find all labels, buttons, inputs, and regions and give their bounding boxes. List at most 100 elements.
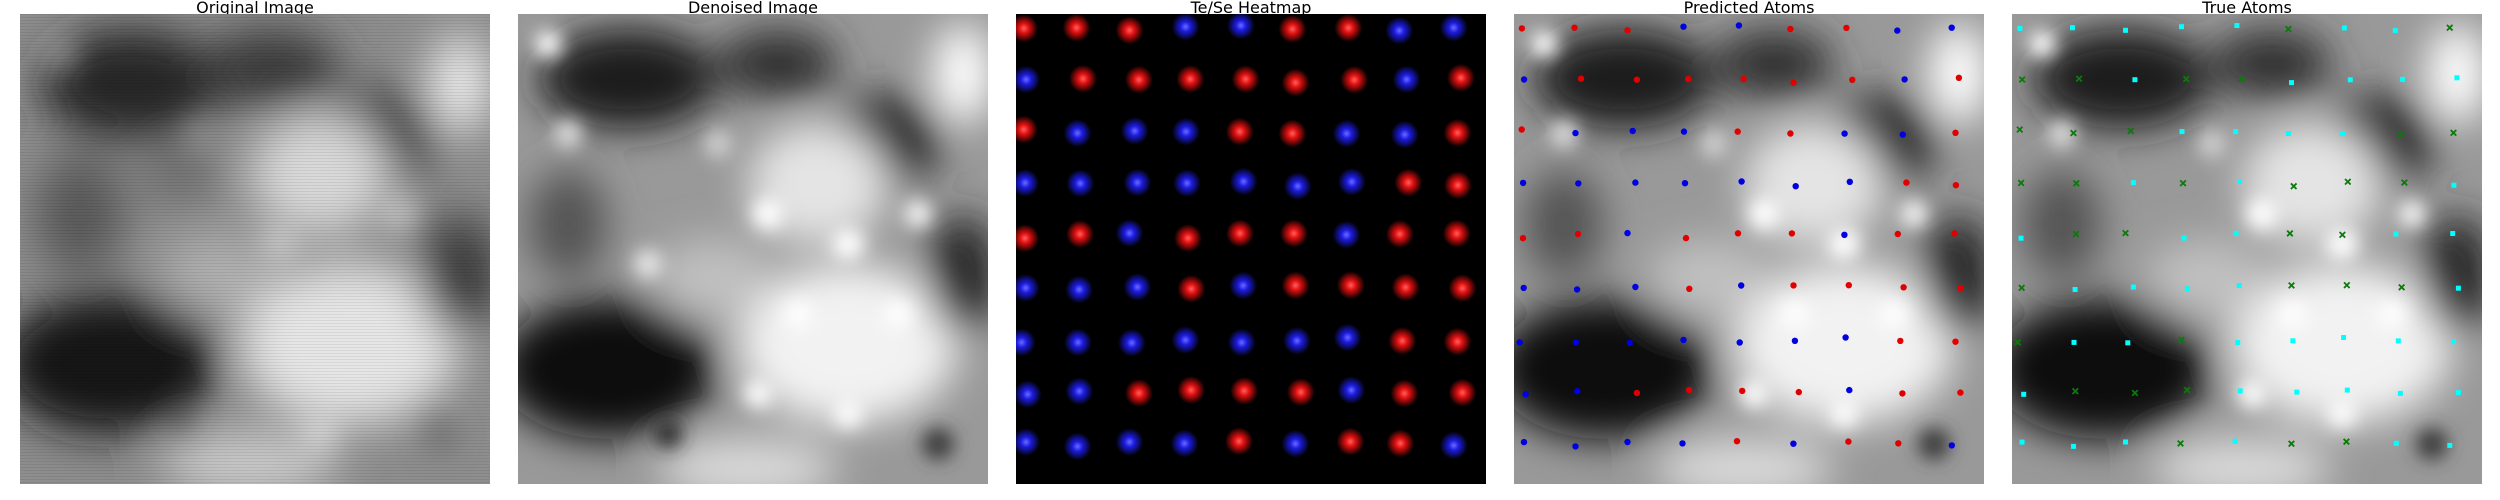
true-atom-cross [2398,283,2406,291]
predicted-se-atom [1846,386,1853,394]
se-heat-spot [1333,323,1362,352]
te-heat-spot [1391,273,1420,302]
predicted-te-atom [1952,182,1960,189]
true-atom-square [2341,335,2347,340]
predicted-te-atom [1845,282,1852,289]
predicted-te-atom [1790,79,1797,86]
te-heat-spot [1443,118,1472,147]
true-atom-cross [2178,336,2185,344]
te-heat-spot [1230,376,1259,405]
te-heat-spot [1231,65,1260,94]
predicted-se-atom [1681,180,1689,187]
true-atom-cross [2072,179,2080,187]
true-atom-square [2130,284,2136,290]
predicted-se-atom [1841,130,1848,137]
predicted-se-atom [1572,443,1579,450]
predicted-se-atom [1522,391,1529,398]
heatmap-image [1016,14,1486,484]
true-atom-square [2123,439,2128,445]
true-atom-cross [2075,75,2083,83]
true-atom-cross [2177,439,2184,447]
true-atom-cross [2397,131,2405,138]
predicted-se-atom [1624,438,1631,446]
predicted-se-atom [1632,283,1639,291]
te-heat-spot [1279,219,1308,248]
true-atom-square [2237,179,2243,184]
se-heat-spot [1390,120,1419,149]
predicted-te-atom [1685,75,1692,83]
panel-title-original: Original Image [196,0,314,17]
predicted-se-atom [1574,388,1581,395]
true-atom-cross [2400,179,2408,187]
true-atom-square [2017,25,2023,31]
true-atom-cross [2238,75,2246,83]
true-atom-square [2021,391,2027,397]
predicted-se-atom [1519,179,1527,187]
predicted-te-atom [1787,130,1794,137]
predicted-te-atom [1633,389,1641,397]
true-atom-square [2393,231,2399,237]
true-atom-cross [2343,281,2351,289]
true-atom-square [2294,389,2300,395]
predicted-te-atom [1739,387,1746,395]
true-atom-cross [2182,75,2190,83]
true-atom-cross [2018,76,2026,83]
se-heat-spot [1281,429,1310,458]
te-heat-spot [1177,274,1206,303]
se-heat-spot [1063,432,1092,461]
true-atom-square [2018,235,2024,241]
predicted-se-atom [1520,438,1528,446]
predicted-se-atom [1680,336,1687,344]
predicted-se-atom [1899,131,1906,138]
se-heat-spot [1016,273,1040,302]
true-atom-square [2450,231,2456,236]
true-atom-cross [2450,129,2457,137]
se-heat-spot [1123,273,1152,301]
te-heat-spot [1226,219,1254,248]
se-heat-spot [1227,328,1256,357]
se-heat-spot [1229,271,1258,300]
true-atom-square [2233,129,2239,135]
true-atom-square [2400,76,2406,82]
true-atom-square [2184,286,2190,292]
te-heat-spot [1448,378,1477,407]
true-atom-cross [2288,281,2295,289]
te-heat-spot [1016,224,1039,253]
true-atom-square [2130,180,2136,186]
true-atom-cross [2288,440,2295,448]
true-atom-cross [2122,229,2129,237]
se-heat-spot [1016,428,1040,457]
te-se-heatmap-panel: Te/Se Heatmap [1016,0,1486,484]
predicted-te-atom [1790,282,1797,289]
true-atom-square [2392,28,2398,34]
te-heat-spot [1124,379,1153,407]
se-heat-spot [1439,14,1468,42]
true-atom-cross [2290,182,2298,190]
te-heat-spot [1385,220,1414,248]
true-atom-cross [2016,126,2024,133]
se-heat-spot [1171,14,1200,41]
te-heat-spot [1225,117,1254,146]
predicted-te-atom [1951,230,1958,237]
true-atom-cross [2338,231,2346,239]
denoised-image [518,14,988,484]
te-heat-spot [1334,14,1363,42]
se-heat-spot [1016,328,1036,357]
true-atom-cross [2179,179,2187,187]
predicted-te-atom [1733,438,1741,445]
true-atom-square [2072,287,2078,292]
predicted-se-atom [1520,76,1528,83]
predicted-se-atom [1516,339,1523,346]
predicted-se-atom [1573,286,1581,293]
predicted-te-atom [1518,25,1526,32]
se-heat-spot [1066,169,1095,198]
se-heat-spot [1117,328,1146,357]
true-atoms-image [2012,14,2482,484]
predicted-se-atom [1626,339,1633,346]
predicted-atoms-panel: Predicted Atoms [1514,0,1984,484]
true-atom-square [2340,131,2346,137]
se-heat-spot [1123,168,1152,197]
true-atom-square [2132,77,2138,83]
true-atom-cross [2286,229,2294,237]
te-heat-spot [1443,171,1472,200]
